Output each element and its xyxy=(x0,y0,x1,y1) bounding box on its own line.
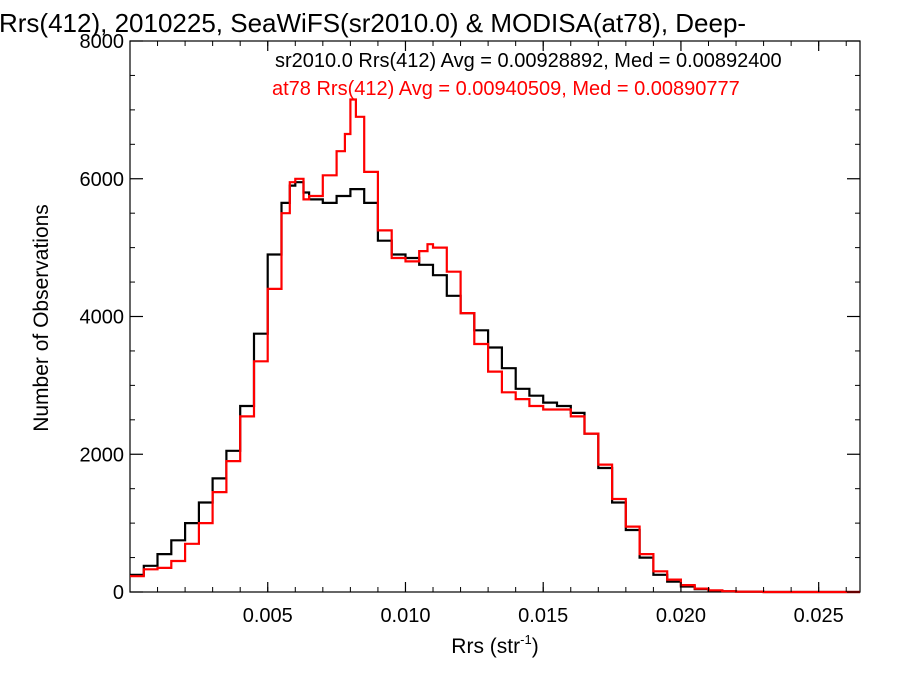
series-line-sr2010-0 xyxy=(130,181,860,594)
y-tick-label: 4000 xyxy=(80,307,125,329)
legend-annotation-sr2010: sr2010.0 Rrs(412) Avg = 0.00928892, Med … xyxy=(275,50,782,72)
series-line-at78 xyxy=(130,98,860,594)
x-tick-label: 0.010 xyxy=(380,605,430,627)
legend-annotation-at78: at78 Rrs(412) Avg = 0.00940509, Med = 0.… xyxy=(272,78,740,100)
tick-layer xyxy=(130,40,860,593)
y-tick-label: 8000 xyxy=(80,31,125,53)
x-tick-labels: 0.005 0.010 0.015 0.020 0.025 xyxy=(243,605,844,627)
y-tick-label: 0 xyxy=(113,582,124,604)
series-layer xyxy=(130,98,860,594)
x-tick-label: 0.005 xyxy=(243,605,293,627)
y-tick-label: 6000 xyxy=(80,169,125,191)
y-tick-label: 2000 xyxy=(80,444,125,466)
x-tick-label: 0.015 xyxy=(518,605,568,627)
chart-title: Rrs(412), 2010225, SeaWiFS(sr2010.0) & M… xyxy=(0,8,746,38)
plot-area xyxy=(129,40,861,594)
y-axis-label: Number of Observations xyxy=(30,204,53,432)
x-tick-label: 0.020 xyxy=(656,605,706,627)
y-tick-labels: 0 2000 4000 6000 8000 xyxy=(80,31,125,604)
x-axis-label: Rrs (str-1) xyxy=(451,632,538,658)
plot-frame xyxy=(129,40,861,593)
x-tick-label: 0.025 xyxy=(794,605,844,627)
